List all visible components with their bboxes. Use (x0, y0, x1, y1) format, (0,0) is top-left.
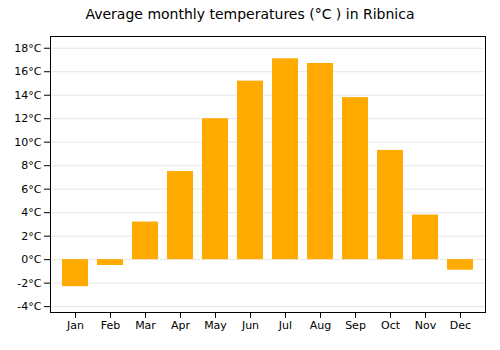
svg-text:Nov: Nov (415, 319, 437, 332)
svg-text:Apr: Apr (171, 319, 191, 332)
svg-text:-4°C: -4°C (17, 300, 41, 313)
svg-text:Dec: Dec (450, 319, 471, 332)
svg-text:Jul: Jul (278, 319, 292, 332)
svg-text:Sep: Sep (345, 319, 366, 332)
svg-text:14°C: 14°C (14, 89, 41, 102)
svg-text:Mar: Mar (135, 319, 156, 332)
html-text:Average monthly temperatures (: Average monthly temperatures (°C ) in Ri… (85, 6, 415, 22)
svg-text:12°C: 12°C (14, 112, 41, 125)
svg-text:Jun: Jun (241, 319, 259, 332)
svg-text:Aug: Aug (310, 319, 331, 332)
svg-text:2°C: 2°C (21, 230, 41, 243)
svg-text:Oct: Oct (381, 319, 401, 332)
svg-text:4°C: 4°C (21, 206, 41, 219)
svg-text:16°C: 16°C (14, 65, 41, 78)
svg-text:6°C: 6°C (21, 183, 41, 196)
svg-text:0°C: 0°C (21, 253, 41, 266)
svg-text:Feb: Feb (101, 319, 120, 332)
svg-text:May: May (204, 319, 227, 332)
svg-text:10°C: 10°C (14, 136, 41, 149)
svg-text:18°C: 18°C (14, 42, 41, 55)
svg-text:8°C: 8°C (21, 159, 41, 172)
svg-text:Jan: Jan (66, 319, 84, 332)
svg-text:-2°C: -2°C (17, 277, 41, 290)
